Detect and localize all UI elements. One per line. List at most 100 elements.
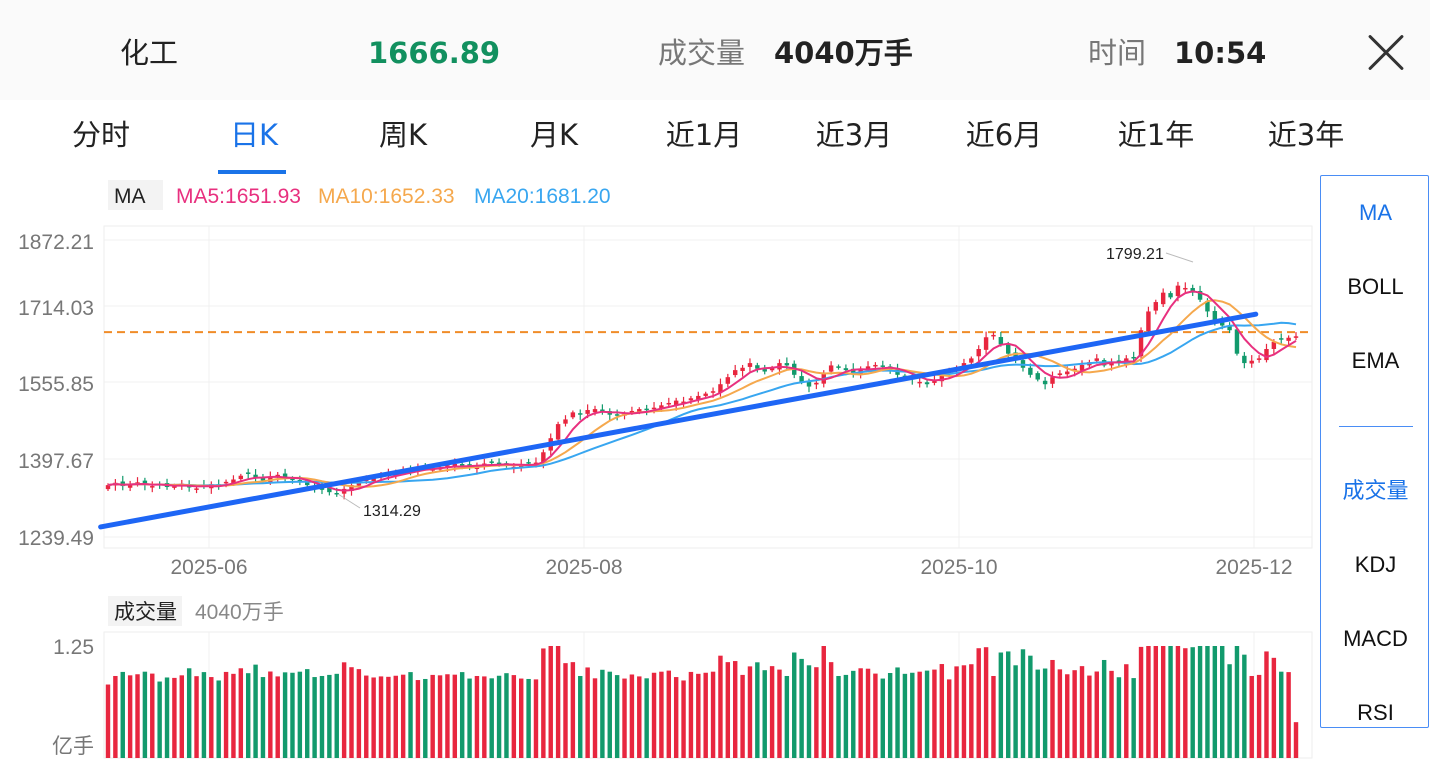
volume-bar — [578, 675, 583, 758]
candle-body — [1042, 380, 1048, 385]
tab-3-years[interactable]: 近3年 — [1267, 118, 1345, 152]
candle-body — [150, 486, 155, 488]
volume-bar — [245, 673, 251, 758]
volume-bar — [585, 667, 590, 758]
volume-bar — [120, 671, 125, 758]
volume-bar — [1094, 671, 1099, 758]
volume-bar — [1264, 651, 1269, 758]
candle-body — [356, 482, 362, 486]
volume-bar — [452, 674, 458, 758]
volume-bar — [194, 676, 199, 758]
min-annotation: 1314.29 — [363, 503, 421, 520]
volume-bar — [991, 675, 996, 758]
volume-bar — [1138, 646, 1144, 758]
candle-body — [688, 398, 694, 401]
volume-bar — [1124, 664, 1129, 758]
volume-bar — [423, 678, 428, 758]
indicator-ema[interactable]: EMA — [1351, 348, 1400, 373]
volume-bar — [784, 675, 790, 758]
candle-body — [629, 410, 635, 413]
indicator-rsi[interactable]: RSI — [1357, 700, 1394, 725]
tab-weekly-k[interactable]: 周K — [378, 118, 428, 152]
y-tick-label: 1239.49 — [18, 527, 94, 550]
candle-body — [238, 475, 244, 480]
volume-bar — [393, 675, 398, 758]
volume-bar — [1028, 655, 1033, 758]
tab-1-year[interactable]: 近1年 — [1117, 118, 1195, 152]
candle-body — [1050, 377, 1055, 384]
candle-body — [637, 409, 642, 413]
sidebar-divider — [1339, 426, 1413, 427]
volume-bar — [1146, 646, 1151, 758]
tab-daily-k[interactable]: 日K — [229, 118, 279, 152]
volume-bar — [223, 671, 229, 758]
candle-body — [459, 464, 465, 466]
period-tabs: 分时 日K 周K 月K 近1月 近3月 近6月 近1年 近3年 — [0, 100, 1430, 174]
volume-bar — [157, 681, 162, 758]
tab-monthly-k[interactable]: 月K — [529, 118, 579, 152]
candle-body — [969, 358, 974, 363]
candle-body — [696, 395, 701, 400]
volume-grid — [103, 631, 1313, 759]
candle-body — [998, 337, 1004, 345]
candle-body — [740, 367, 745, 371]
volume-bar — [201, 672, 207, 758]
volume-bar — [1153, 646, 1159, 758]
candle-body — [755, 365, 760, 369]
candle-body — [828, 365, 834, 372]
volume-panel-value: 4040万手 — [195, 601, 284, 624]
candle-body — [541, 452, 546, 463]
tab-3-months[interactable]: 近3月 — [815, 118, 893, 152]
volume-bar — [932, 669, 937, 758]
volume-bar — [282, 672, 288, 758]
volume-bar — [651, 672, 657, 758]
volume-bar — [917, 671, 922, 758]
volume-bar — [1006, 651, 1011, 758]
candle-body — [172, 485, 177, 488]
tab-intraday[interactable]: 分时 — [71, 118, 131, 152]
volume-bar — [659, 671, 664, 758]
volume-bar — [607, 671, 612, 758]
volume-bar — [629, 674, 635, 758]
time-label: 时间 — [1088, 36, 1147, 70]
volume-bar — [902, 673, 908, 758]
volume-bar — [755, 662, 760, 758]
y-tick-label: 1555.85 — [18, 373, 94, 396]
volume-bar — [998, 652, 1004, 758]
indicator-ma[interactable]: MA — [1359, 200, 1392, 225]
candle-body — [1197, 290, 1203, 300]
indicator-macd[interactable]: MACD — [1343, 626, 1408, 651]
candle-body — [991, 334, 996, 337]
volume-bar — [356, 669, 362, 758]
volume-axis-unit: 亿手 — [52, 735, 94, 758]
candle-body — [1013, 352, 1018, 359]
tab-1-month[interactable]: 近1月 — [665, 118, 743, 152]
volume-bar — [290, 672, 295, 758]
volume-bar — [614, 675, 620, 758]
volume-bar — [851, 670, 856, 758]
volume-bar — [592, 678, 598, 758]
y-axis: 1872.21 1714.03 1555.85 1397.67 1239.49 — [18, 231, 94, 550]
tab-6-months[interactable]: 近6月 — [965, 118, 1043, 152]
volume-bar — [622, 678, 627, 758]
candle-body — [1006, 344, 1011, 354]
indicator-volume[interactable]: 成交量 — [1342, 478, 1409, 503]
volume-bar — [946, 679, 952, 758]
volume-bar — [873, 673, 878, 758]
candle-body — [260, 477, 266, 481]
volume-bar — [836, 675, 841, 758]
volume-bar — [312, 677, 317, 758]
indicator-kdj[interactable]: KDJ — [1354, 552, 1397, 577]
volume-bar — [519, 678, 524, 758]
indicator-boll[interactable]: BOLL — [1347, 274, 1404, 299]
candle-body — [142, 480, 148, 485]
volume-bar — [1175, 646, 1181, 758]
volume-bar — [408, 672, 413, 758]
volume-bar — [777, 669, 782, 758]
candle-body — [1279, 338, 1284, 340]
volume-bar — [887, 672, 893, 758]
volume-bar — [1079, 666, 1085, 758]
candle-body — [1153, 302, 1159, 311]
volume-bar — [843, 674, 849, 758]
